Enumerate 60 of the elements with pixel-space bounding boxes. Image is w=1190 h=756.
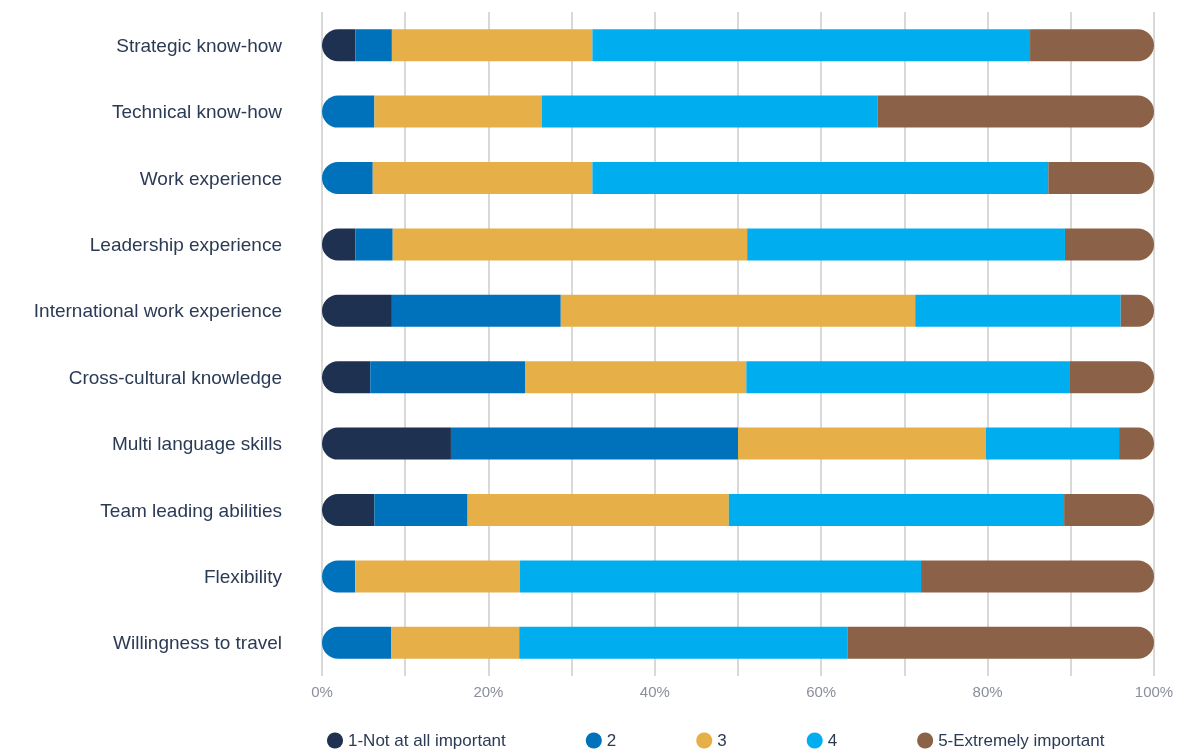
legend-label: 1-Not at all important bbox=[348, 731, 507, 750]
bar bbox=[391, 29, 593, 62]
bar bbox=[391, 626, 520, 659]
bar bbox=[592, 29, 1031, 62]
y-tick-label: Willingness to travel bbox=[113, 632, 282, 654]
legend-label: 2 bbox=[606, 731, 617, 750]
x-tick-label: 0% bbox=[311, 683, 333, 700]
y-tick-label: Technical know-how bbox=[111, 101, 283, 123]
y-tick-label: Cross-cultural knowledge bbox=[68, 366, 282, 388]
bar bbox=[467, 494, 729, 526]
y-tick-label: Team leading abilities bbox=[100, 499, 282, 521]
bar bbox=[541, 95, 878, 128]
bar bbox=[1048, 162, 1154, 194]
bar bbox=[592, 162, 1049, 194]
legend-label: 4 bbox=[827, 731, 838, 750]
bar bbox=[747, 228, 1065, 261]
bar bbox=[560, 294, 916, 327]
bar bbox=[1064, 494, 1154, 526]
bar bbox=[322, 294, 392, 327]
bar bbox=[355, 29, 392, 62]
bar bbox=[921, 560, 1154, 593]
bar bbox=[728, 494, 1065, 526]
bar bbox=[370, 361, 526, 394]
bar bbox=[847, 626, 1154, 659]
bar bbox=[1030, 29, 1154, 62]
bar bbox=[391, 294, 561, 327]
bar bbox=[877, 95, 1154, 128]
y-tick-label: Work experience bbox=[139, 167, 282, 189]
bar bbox=[1069, 361, 1154, 394]
bar bbox=[520, 560, 922, 593]
legend-label: 5-Extremely important bbox=[938, 731, 1105, 750]
bar bbox=[519, 626, 848, 659]
x-tick-label: 20% bbox=[473, 683, 504, 700]
legend-label: 3 bbox=[717, 731, 727, 750]
bar bbox=[372, 162, 593, 194]
y-tick-label: Leadership experience bbox=[89, 233, 282, 255]
bar bbox=[738, 427, 986, 460]
x-tick-label: 60% bbox=[806, 683, 837, 700]
bar bbox=[322, 427, 451, 460]
bar bbox=[355, 560, 521, 593]
bar bbox=[985, 427, 1120, 460]
bar bbox=[392, 228, 748, 261]
y-tick-label: Strategic know-how bbox=[116, 34, 283, 56]
bar bbox=[374, 95, 542, 128]
bar bbox=[1064, 228, 1154, 261]
bar bbox=[322, 626, 392, 659]
bar bbox=[355, 228, 393, 261]
bar bbox=[746, 361, 1070, 394]
bar bbox=[322, 494, 375, 526]
y-tick-label: Flexibility bbox=[203, 565, 283, 587]
x-tick-label: 80% bbox=[972, 683, 1003, 700]
bar bbox=[322, 95, 375, 128]
bar bbox=[915, 294, 1121, 327]
x-tick-label: 40% bbox=[639, 683, 670, 700]
bar bbox=[450, 427, 738, 460]
bar bbox=[525, 361, 747, 394]
bar bbox=[374, 494, 468, 526]
x-tick-label: 100% bbox=[1134, 683, 1174, 700]
y-tick-label: Multi language skills bbox=[111, 433, 282, 455]
y-tick-label: International work experience bbox=[33, 300, 282, 322]
